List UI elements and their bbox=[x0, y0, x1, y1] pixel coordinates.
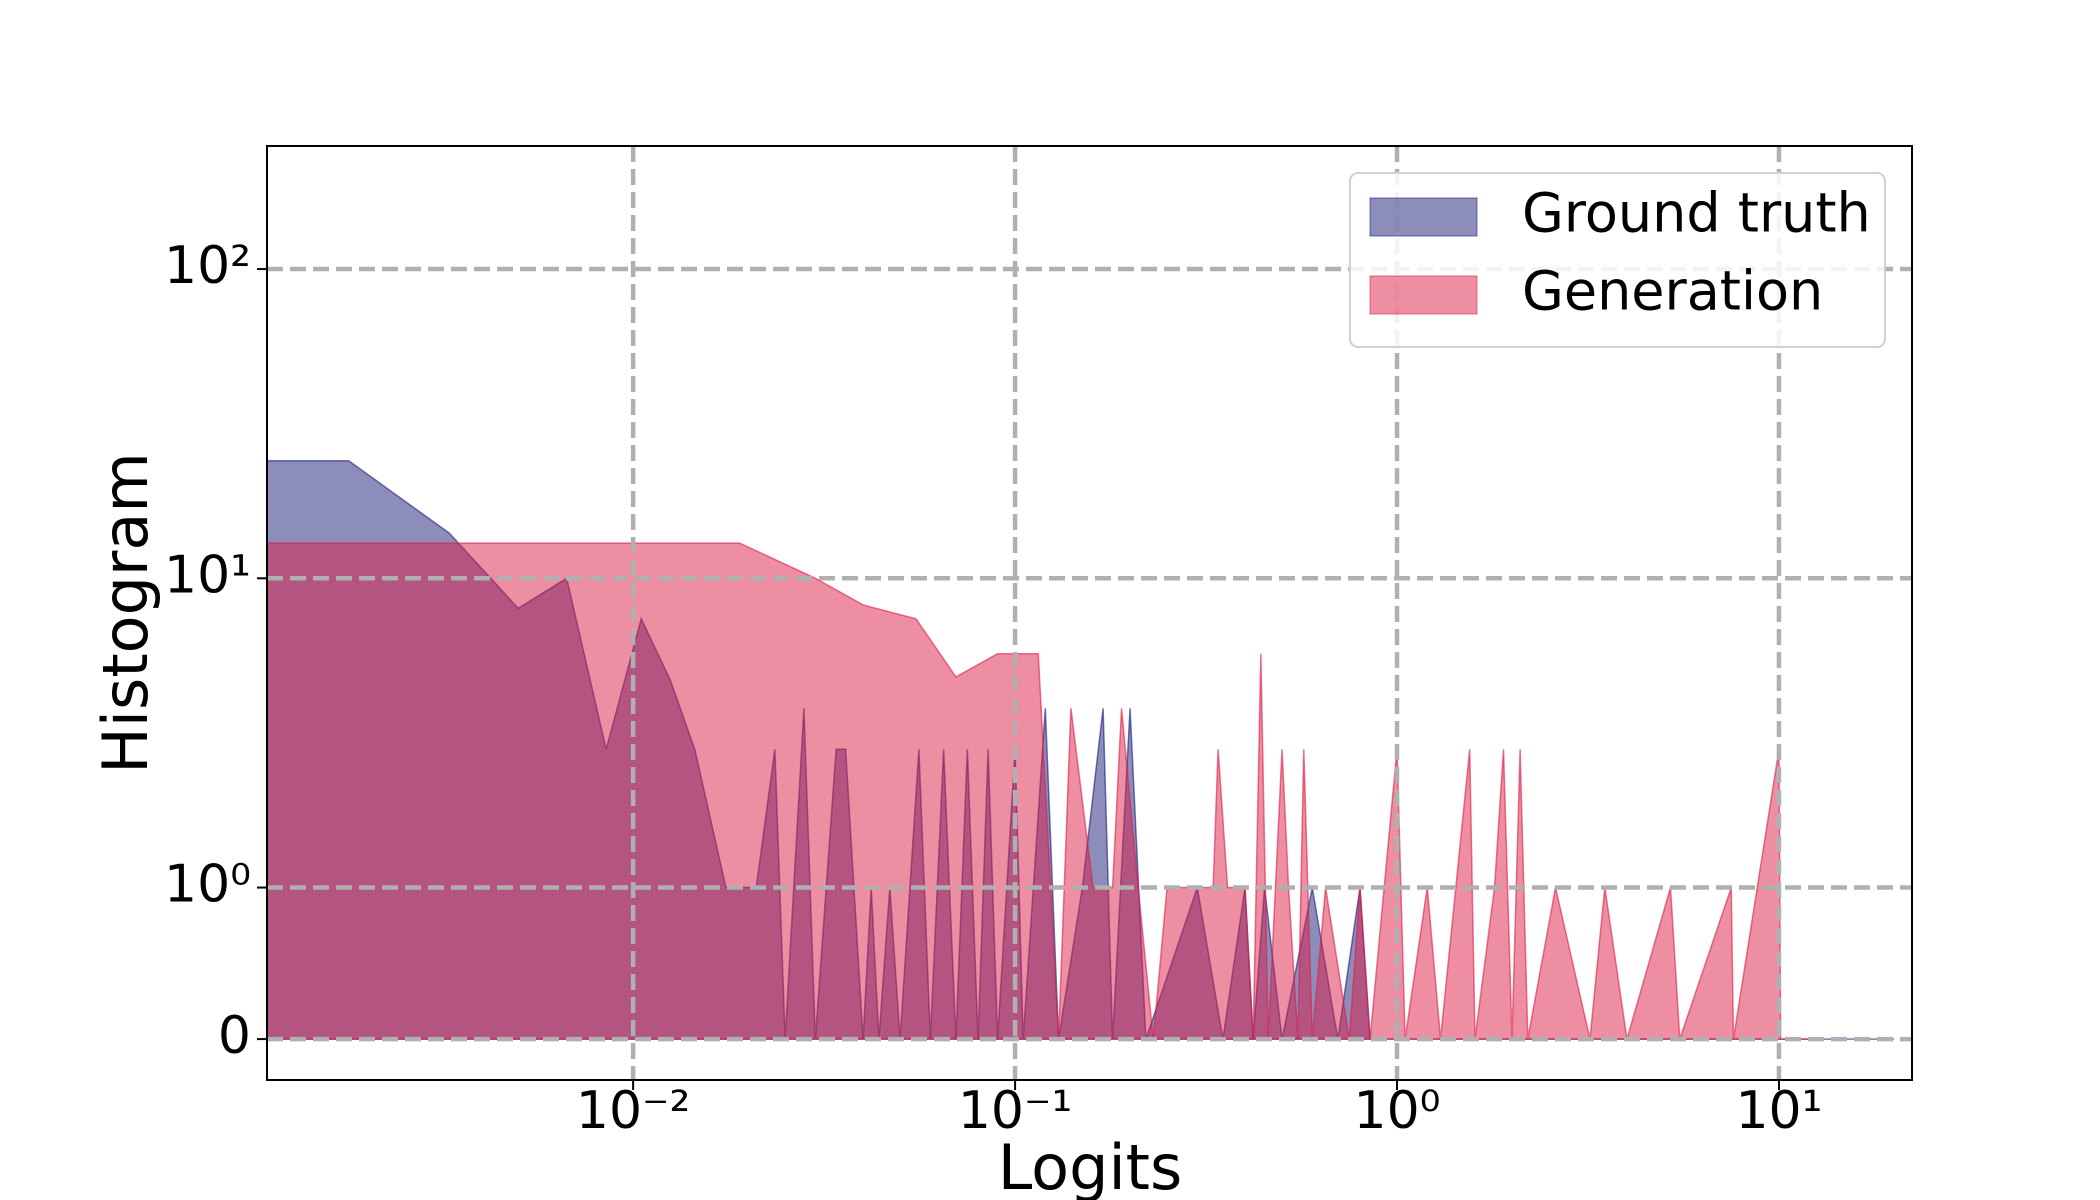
area bbox=[267, 542, 1810, 1040]
y-axis-label: Histogram bbox=[89, 452, 162, 774]
legend-swatch bbox=[1369, 275, 1478, 315]
legend-swatch bbox=[1369, 197, 1478, 237]
plot-frame bbox=[266, 145, 1913, 1081]
x-tick-label: 10¹ bbox=[1735, 1081, 1822, 1141]
y-tick-label: 10¹ bbox=[164, 545, 251, 605]
y-tick-label: 10⁰ bbox=[164, 855, 251, 915]
x-tick-label: 10⁻² bbox=[576, 1081, 690, 1141]
y-tick-label: 0 bbox=[218, 1006, 251, 1066]
legend-label: Generation bbox=[1522, 260, 1823, 323]
y-tick-label: 10² bbox=[164, 236, 251, 296]
legend-label: Ground truth bbox=[1522, 182, 1871, 245]
x-tick-label: 10⁰ bbox=[1354, 1081, 1441, 1141]
x-tick-label: 10⁻¹ bbox=[958, 1081, 1072, 1141]
legend-box bbox=[1349, 172, 1886, 348]
x-axis-label: Logits bbox=[998, 1131, 1183, 1200]
